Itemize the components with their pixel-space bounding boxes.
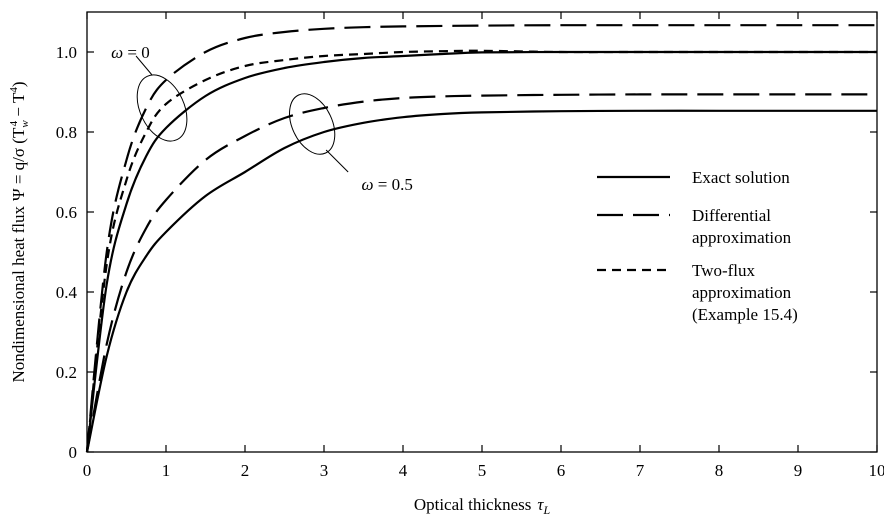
omega-0-label: ω = 0 <box>111 43 150 62</box>
x-tick-label: 0 <box>83 461 92 480</box>
y-tick-label: 0.6 <box>56 203 77 222</box>
omega-0-5-leader <box>326 150 348 172</box>
y-tick-label: 0.2 <box>56 363 77 382</box>
y-tick-label: 0.4 <box>56 283 78 302</box>
y-tick-label: 0 <box>69 443 78 462</box>
y-axis-title: Nondimensional heat fluxΨ = q/σ (Tw4 − T… <box>8 81 31 382</box>
x-tick-label: 1 <box>162 461 171 480</box>
x-tick-label: 8 <box>715 461 724 480</box>
omega-value: = 0.5 <box>374 175 413 194</box>
omega-value: = 0 <box>123 43 150 62</box>
omega-0-5-ellipse <box>281 87 344 162</box>
series-line-solid-omega-0-5 <box>87 111 877 452</box>
omega-0-5-label: ω = 0.5 <box>362 175 413 194</box>
legend: Exact solution Differential approximation T… <box>597 168 798 324</box>
legend-label: Differential <box>692 206 771 225</box>
x-tick-label: 9 <box>794 461 803 480</box>
x-tick-label: 3 <box>320 461 329 480</box>
x-tick-label: 4 <box>399 461 408 480</box>
x-tick-label: 5 <box>478 461 487 480</box>
omega-symbol: ω <box>362 175 374 194</box>
x-tick-label: 6 <box>557 461 566 480</box>
omega-0-ellipse <box>127 67 196 149</box>
annotations: ω = 0ω = 0.5 <box>111 43 413 194</box>
legend-label: Exact solution <box>692 168 790 187</box>
omega-symbol: ω <box>111 43 123 62</box>
legend-label: Two-flux <box>692 261 756 280</box>
legend-label: approximation <box>692 228 792 247</box>
legend-label: (Example 15.4) <box>692 305 798 324</box>
x-tick-label: 2 <box>241 461 250 480</box>
legend-label: approximation <box>692 283 792 302</box>
series-line-long-dash-omega-0-5 <box>87 94 877 452</box>
x-tick-label: 10 <box>869 461 884 480</box>
y-tick-label: 1.0 <box>56 43 77 62</box>
x-tick-label: 7 <box>636 461 645 480</box>
y-tick-label: 0.8 <box>56 123 77 142</box>
